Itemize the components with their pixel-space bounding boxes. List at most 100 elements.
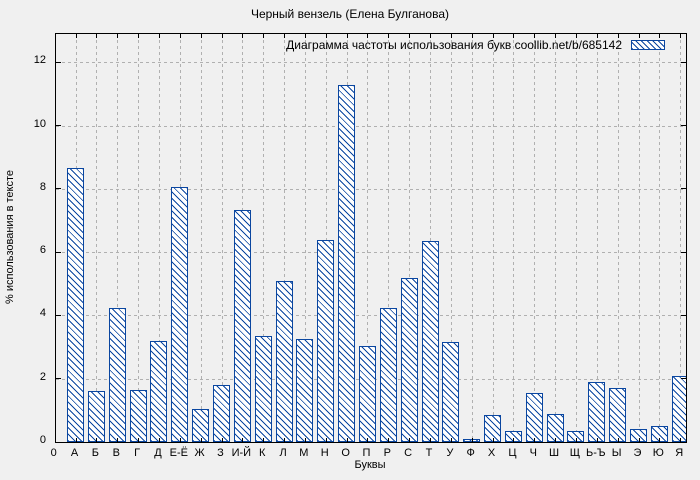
x-tick-mark — [513, 438, 515, 442]
legend: Диаграмма частоты использования букв coo… — [286, 38, 665, 52]
x-tick-label: Ю — [652, 447, 664, 459]
x-tick-mark — [430, 34, 431, 38]
x-tick-label: Р — [383, 447, 391, 459]
x-tick-mark — [367, 438, 369, 442]
x-tick-mark — [96, 438, 98, 442]
x-tick-mark — [75, 438, 77, 442]
x-tick-label: Л — [279, 447, 287, 459]
x-tick-mark — [179, 34, 181, 38]
x-tick-label: Ж — [194, 447, 205, 459]
x-tick-mark — [158, 438, 160, 442]
x-tick-label: Ф — [466, 447, 475, 459]
bar — [546, 413, 564, 442]
x-tick-label: О — [341, 447, 350, 459]
legend-swatch — [631, 40, 665, 50]
x-tick-label: К — [258, 447, 266, 459]
y-tick-mark — [56, 251, 61, 253]
v-gridline — [96, 34, 98, 442]
h-gridline — [56, 62, 686, 64]
x-tick-mark — [263, 34, 265, 38]
x-tick-label: А — [70, 447, 79, 459]
bar — [379, 307, 397, 442]
x-tick-mark — [304, 34, 306, 38]
x-tick-mark — [179, 438, 181, 442]
bar — [296, 339, 314, 442]
x-tick-mark — [680, 438, 682, 442]
bar — [317, 239, 335, 442]
x-tick-mark — [534, 34, 536, 38]
x-tick-mark — [200, 438, 202, 442]
x-tick-label: У — [446, 447, 454, 459]
v-gridline — [158, 34, 160, 442]
x-tick-label: Ш — [549, 447, 560, 459]
bar — [233, 209, 251, 442]
v-gridline — [575, 34, 577, 442]
v-gridline — [617, 34, 619, 442]
bar — [108, 307, 126, 442]
x-tick-label: Ы — [611, 447, 622, 459]
v-gridline — [138, 34, 140, 442]
x-tick-mark — [575, 34, 577, 38]
x-tick-mark — [325, 438, 327, 442]
x-tick-label: С — [404, 447, 413, 459]
x-tick-mark — [242, 34, 244, 38]
bar — [150, 340, 168, 442]
chart-title: Черный вензель (Елена Булганова) — [250, 7, 450, 21]
x-tick-label: Я — [675, 447, 684, 459]
x-tick-label: Т — [425, 447, 433, 459]
y-tick-mark — [56, 61, 61, 63]
legend-label: Диаграмма частоты использования букв coo… — [286, 38, 622, 52]
x-tick-mark — [555, 34, 557, 38]
x-tick-mark — [325, 34, 327, 38]
bar — [484, 415, 502, 442]
x-tick-mark — [680, 34, 682, 38]
x-tick-mark — [346, 34, 348, 38]
v-gridline — [492, 34, 494, 442]
bar — [671, 375, 686, 442]
bar — [171, 187, 189, 442]
v-gridline — [325, 34, 327, 442]
x-axis-label: Буквы — [354, 459, 386, 471]
y-tick-mark — [681, 125, 686, 127]
bar — [192, 408, 210, 442]
x-tick-mark — [534, 438, 536, 442]
x-tick-mark — [659, 34, 661, 38]
bar — [338, 84, 356, 442]
x-tick-mark — [596, 34, 598, 38]
x-tick-label: И-Й — [231, 447, 252, 459]
x-tick-label: Э — [633, 447, 642, 459]
bar — [421, 241, 439, 442]
v-gridline — [596, 34, 598, 442]
v-gridline — [659, 34, 661, 442]
x-tick-mark — [221, 34, 223, 38]
x-tick-label: Е-Ё — [169, 447, 188, 459]
x-tick-mark — [242, 438, 244, 442]
y-tick-mark — [681, 188, 686, 190]
x-tick-mark — [409, 438, 411, 442]
v-gridline — [388, 34, 390, 442]
x-tick-mark — [450, 438, 452, 442]
x-tick-mark — [430, 438, 431, 442]
x-tick-mark — [513, 34, 515, 38]
x-tick-mark — [284, 438, 286, 442]
y-tick-mark — [56, 314, 61, 316]
bar — [650, 426, 668, 442]
x-tick-mark — [617, 438, 619, 442]
x-tick-label: 0 — [50, 447, 57, 459]
x-tick-mark — [388, 34, 390, 38]
v-gridline — [430, 34, 431, 442]
v-gridline — [680, 34, 682, 442]
bar — [254, 336, 272, 442]
h-gridline — [56, 315, 686, 317]
plot-area: Диаграмма частоты использования букв coo… — [55, 33, 687, 443]
v-gridline — [409, 34, 411, 442]
x-tick-mark — [638, 34, 640, 38]
y-tick-label: 12 — [33, 54, 46, 67]
y-tick-mark — [681, 441, 686, 442]
x-tick-mark — [304, 438, 306, 442]
y-tick-mark — [56, 188, 61, 190]
x-tick-mark — [200, 34, 202, 38]
y-tick-mark — [681, 251, 686, 253]
x-tick-mark — [492, 34, 494, 38]
